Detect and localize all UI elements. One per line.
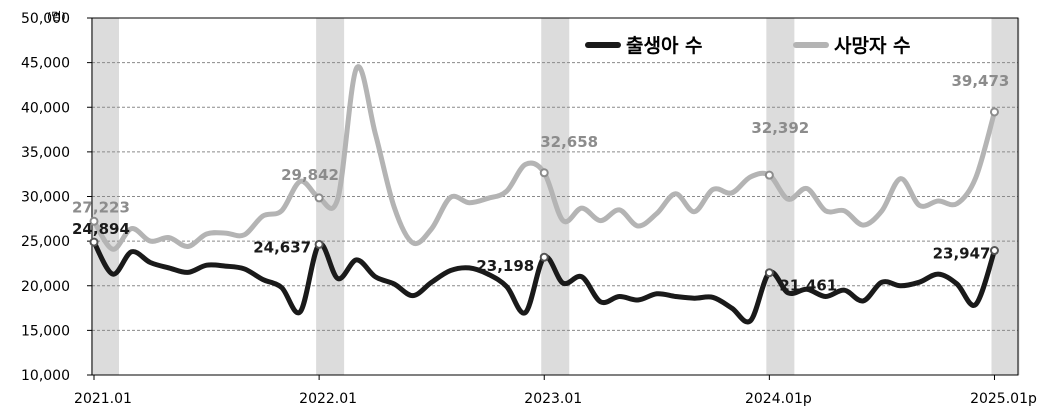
births-data-label: 24,637: [253, 238, 311, 256]
x-tick-label: 2022.01: [299, 391, 357, 407]
deaths-data-label: 32,392: [751, 119, 809, 137]
x-tick-label: 2021.01: [74, 391, 132, 407]
legend-label-deaths: 사망자 수: [834, 35, 911, 57]
y-tick-label: 50,000: [21, 11, 70, 27]
legend-label-births: 출생아 수: [626, 35, 703, 57]
y-tick-labels: 10,000 15,000 20,000 25,000 30,000 35,000 40,0…: [21, 11, 70, 384]
x-tick-labels: 2021.01 2022.01 2023.01 2024.01p 2025.01p: [74, 375, 1037, 407]
deaths-series-line: [91, 64, 997, 252]
x-tick-label: 2025.01p: [970, 391, 1037, 407]
axes: [91, 17, 1019, 376]
y-tick-label: 10,000: [21, 368, 70, 384]
deaths-data-label: 32,658: [540, 133, 598, 151]
births-data-label: 23,198: [476, 257, 534, 275]
births-point-marker: [989, 246, 999, 256]
legend: 출생아 수 사망자 수: [585, 35, 911, 57]
deaths-point-marker: [314, 193, 324, 203]
births-point-marker: [314, 239, 324, 249]
deaths-point-marker: [764, 170, 774, 180]
y-tick-label: 25,000: [21, 234, 70, 250]
plot-frame: [91, 17, 1019, 376]
data-labels: 24,894 24,637 23,198 21,461 23,947 27,223 29,8…: [72, 72, 1009, 295]
deaths-data-label: 27,223: [72, 198, 130, 216]
x-tick-label: 2023.01: [524, 391, 582, 407]
y-tick-label: 45,000: [21, 56, 70, 72]
deaths-data-label: 39,473: [951, 72, 1009, 90]
x-tick-label: 2024.01p: [745, 391, 812, 407]
births-data-label: 24,894: [72, 220, 130, 238]
births-point-marker: [539, 252, 549, 262]
births-data-label: 21,461: [779, 277, 837, 295]
y-tick-label: 30,000: [21, 190, 70, 206]
y-axis-unit-label: (명): [47, 10, 66, 23]
y-tick-label: 20,000: [21, 279, 70, 295]
births-point-marker: [89, 237, 99, 247]
births-data-label: 23,947: [933, 245, 991, 263]
y-tick-label: 15,000: [21, 323, 70, 339]
data-point-markers: [89, 107, 999, 278]
highlight-band: [766, 18, 795, 375]
deaths-data-label: 29,842: [281, 166, 339, 184]
y-tick-label: 35,000: [21, 145, 70, 161]
deaths-point-marker: [989, 107, 999, 117]
deaths-point-marker: [539, 168, 549, 178]
y-tick-label: 40,000: [21, 100, 70, 116]
births-point-marker: [764, 268, 774, 278]
deaths-point-marker: [89, 216, 99, 226]
